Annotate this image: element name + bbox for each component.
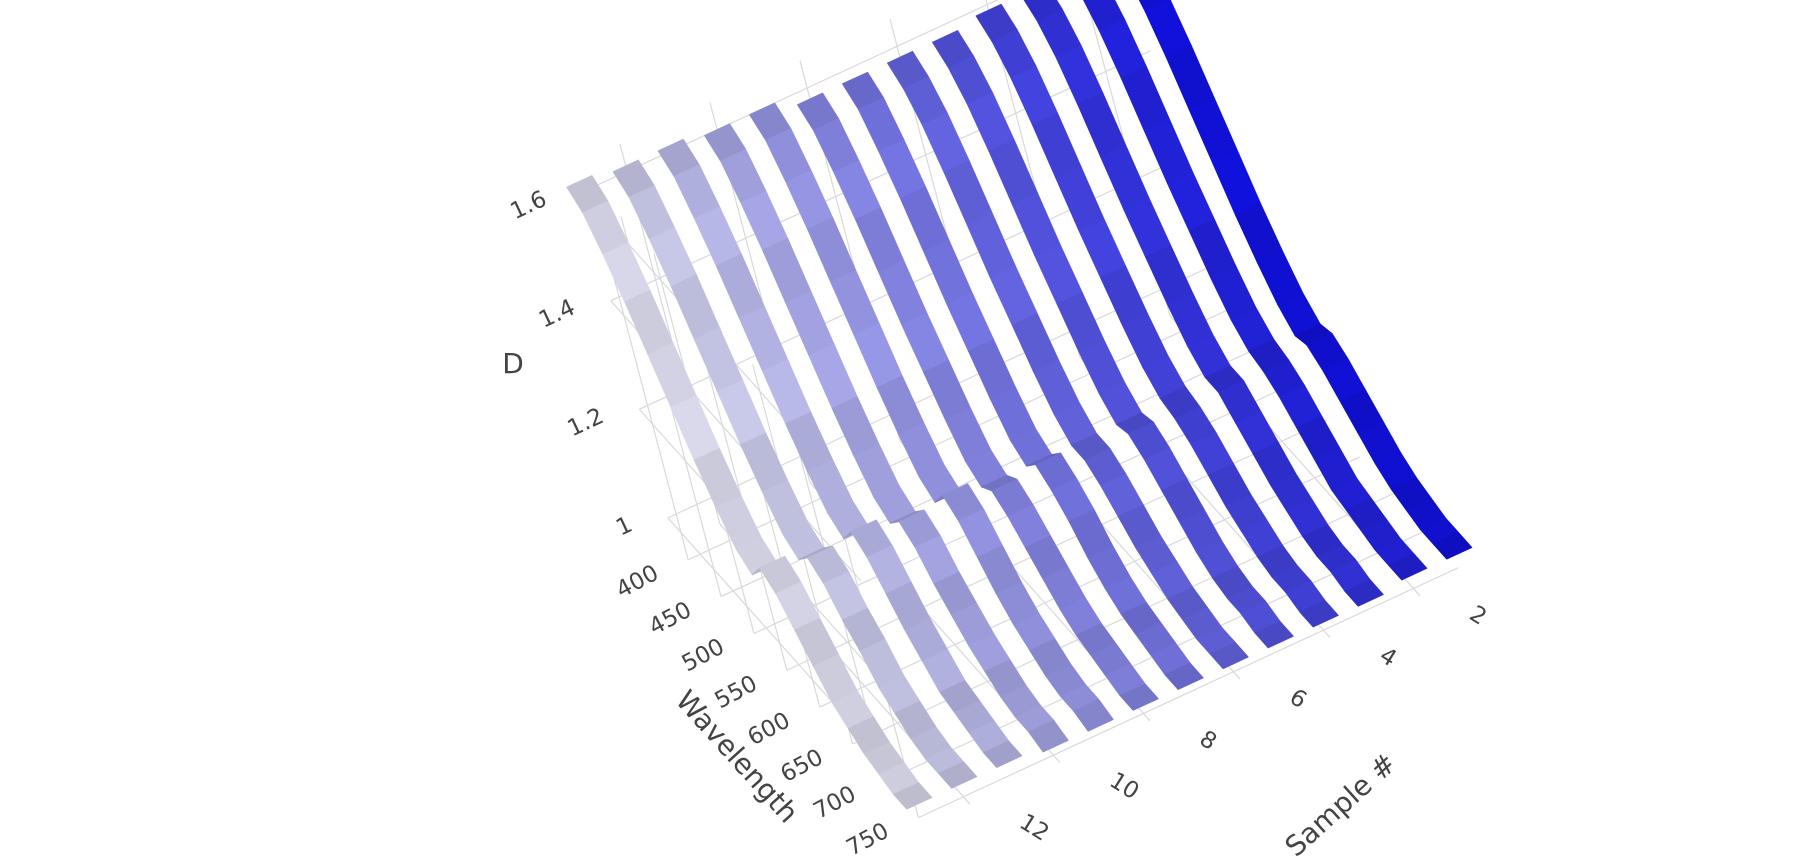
ribbon-segment [1254, 621, 1294, 649]
ribbon-segment [1165, 45, 1215, 111]
ribbon-sample-3 [1023, 0, 1384, 607]
ribbon-sample-10 [704, 123, 1069, 753]
ribbon-segment [923, 239, 973, 305]
ribbon-sample-5 [932, 30, 1294, 649]
ribbon-segment [1167, 171, 1215, 232]
ribbon-segment [988, 139, 1038, 205]
sample-tick-label: 4 [1375, 643, 1401, 673]
sample-tick-label: 10 [1105, 768, 1144, 806]
ribbon-segment [738, 306, 789, 372]
d-tick-label: 1 [612, 512, 636, 542]
ribbon-segment [1011, 313, 1060, 373]
ribbon-segment [878, 260, 928, 326]
sample-axis-title: Sample # [1279, 747, 1403, 863]
ribbon-segment [715, 253, 765, 319]
d-axis-title: D [502, 347, 524, 380]
ribbon-segment [1055, 45, 1104, 105]
d-tick-label: 1.2 [564, 403, 608, 442]
ribbon-segment [785, 169, 834, 230]
wavelength-tick-label: 500 [678, 634, 729, 678]
ribbon-segment [943, 160, 993, 226]
wavelength-tick-label: 750 [842, 818, 893, 862]
ribbon-segment [983, 740, 1023, 768]
ribbon-segment [1209, 641, 1249, 670]
wavelength-tick-label: 650 [776, 744, 827, 788]
grid-line-floor-wavelength [819, 456, 1360, 708]
grid-line-floor-wavelength [918, 567, 1459, 819]
ribbon-sample-4 [975, 3, 1339, 628]
grid-line-back-d [610, 50, 1151, 302]
ribbon-segment [833, 160, 881, 220]
ribbon-segment [1188, 98, 1239, 164]
ribbon-segment [876, 375, 925, 436]
ribbon-segment [1100, 145, 1150, 211]
ribbon-sample-6 [887, 50, 1249, 670]
sample-tick-label: 2 [1465, 601, 1491, 631]
ribbon-sample-1 [1138, 0, 1473, 560]
ribbon-segment [762, 359, 812, 425]
ribbon-segment [670, 395, 720, 461]
ribbon-segment [1073, 699, 1114, 732]
ribbon-sample-7 [842, 71, 1204, 690]
ribbon-sample-8 [797, 92, 1159, 711]
wavelength-tick-label: 700 [809, 781, 860, 825]
wavelength-tick-label: 400 [612, 560, 663, 604]
ribbon-sample-2 [1083, 0, 1428, 581]
ribbon-segment [900, 186, 950, 252]
ribbon-segment [808, 343, 858, 409]
ribbon-segment [1344, 579, 1384, 607]
wavelength-tick-label: 600 [744, 707, 795, 751]
ribbon-segment [1164, 662, 1204, 690]
ribbon-segment [1055, 165, 1105, 232]
ribbon-sample-12 [612, 159, 978, 789]
ribbon-segment [989, 265, 1038, 326]
ribbon-sample-13 [566, 175, 933, 810]
ribbon-segment [693, 327, 744, 393]
ribbon-segment [901, 312, 950, 373]
ribbon-segment [762, 238, 812, 304]
ribbon-segment [1032, 113, 1082, 179]
ribbon-segment [1028, 719, 1069, 753]
ribbon-segment [855, 207, 905, 273]
ribbon-segment [938, 761, 978, 789]
sample-tick-label: 12 [1015, 809, 1054, 847]
ribbon-segment [1078, 218, 1127, 279]
ribbon-segment [893, 782, 933, 810]
ribbon-segment [1100, 265, 1148, 326]
ribbon-sample-11 [657, 138, 1023, 768]
wavelength-tick-label: 450 [645, 597, 696, 641]
ribbon-segment [1143, 118, 1194, 185]
ribbon-segment [1011, 192, 1061, 258]
sample-tick-label: 6 [1285, 684, 1311, 714]
ribbon-segment [1433, 532, 1473, 560]
ribbon-segment [647, 342, 697, 408]
ribbon-segment [670, 274, 720, 340]
ribbon-segment [807, 217, 857, 283]
ribbon-segment [830, 270, 880, 336]
ribbon-segment [785, 290, 835, 357]
d-tick-label: 1.6 [507, 186, 551, 225]
ribbon-layer [566, 0, 1473, 810]
wavelength-tick-label: 550 [711, 671, 762, 715]
sample-tick-label: 8 [1195, 726, 1221, 756]
ribbon-segment [966, 92, 1015, 152]
ribbon-sample-9 [749, 102, 1114, 732]
ribbon-segment [1077, 92, 1127, 158]
ribbon-segment [923, 360, 971, 420]
ribbon-segment [1212, 150, 1262, 216]
d-tick-label: 1.4 [535, 295, 579, 334]
ribbon-segment [1120, 66, 1170, 132]
ribbon-segment [1299, 600, 1339, 628]
ribbon-segment [1388, 553, 1428, 581]
ribbon-segment [1235, 203, 1283, 264]
ribbon-segment [853, 322, 903, 389]
ribbon-segment [966, 212, 1016, 279]
ribbon-segment [1119, 683, 1159, 711]
